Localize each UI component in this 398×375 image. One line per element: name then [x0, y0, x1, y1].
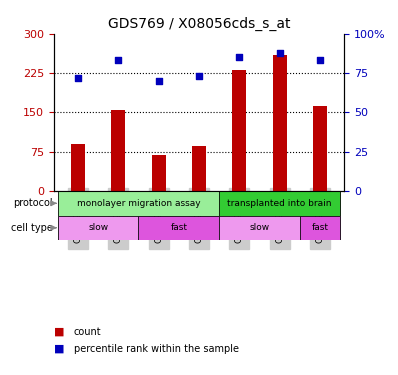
FancyBboxPatch shape: [219, 216, 300, 240]
Text: fast: fast: [170, 223, 187, 232]
Bar: [152, 155, 166, 191]
Text: count: count: [74, 327, 101, 337]
Bar: [313, 106, 327, 191]
Text: protocol: protocol: [13, 198, 53, 208]
Text: slow: slow: [250, 223, 269, 232]
Point: [236, 54, 242, 60]
FancyBboxPatch shape: [58, 191, 219, 216]
Point: [317, 57, 323, 63]
Bar: [273, 55, 287, 191]
Point: [277, 50, 283, 55]
Bar: [232, 70, 246, 191]
Title: GDS769 / X08056cds_s_at: GDS769 / X08056cds_s_at: [108, 17, 290, 32]
Point: [75, 75, 81, 81]
FancyBboxPatch shape: [58, 216, 139, 240]
Text: cell type: cell type: [11, 223, 53, 233]
Text: ■: ■: [54, 327, 64, 337]
Bar: [192, 147, 206, 191]
FancyBboxPatch shape: [139, 216, 219, 240]
Text: slow: slow: [88, 223, 108, 232]
Text: percentile rank within the sample: percentile rank within the sample: [74, 344, 239, 354]
Text: ■: ■: [54, 344, 64, 354]
FancyBboxPatch shape: [300, 216, 340, 240]
Point: [115, 57, 121, 63]
Bar: [71, 144, 85, 191]
Bar: [111, 110, 125, 191]
Point: [196, 73, 202, 79]
Text: transplanted into brain: transplanted into brain: [227, 199, 332, 208]
Point: [156, 78, 162, 84]
Text: fast: fast: [312, 223, 329, 232]
FancyBboxPatch shape: [219, 191, 340, 216]
Text: monolayer migration assay: monolayer migration assay: [77, 199, 200, 208]
